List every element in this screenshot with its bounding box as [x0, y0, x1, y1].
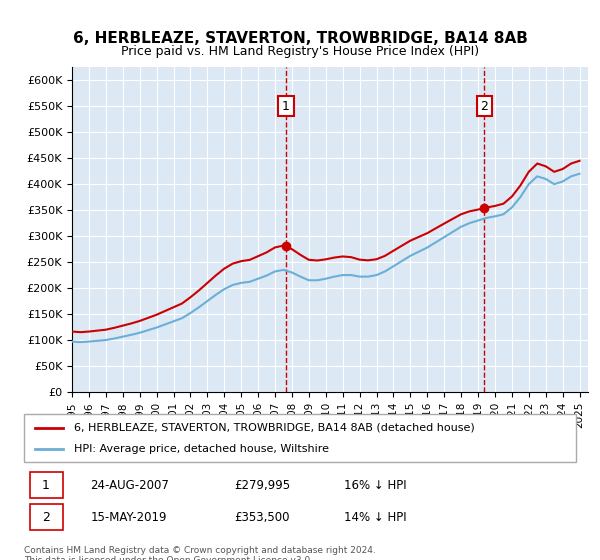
Text: 1: 1 [282, 100, 290, 113]
FancyBboxPatch shape [29, 472, 62, 498]
Text: Contains HM Land Registry data © Crown copyright and database right 2024.
This d: Contains HM Land Registry data © Crown c… [24, 546, 376, 560]
Text: 2: 2 [481, 100, 488, 113]
Text: 6, HERBLEAZE, STAVERTON, TROWBRIDGE, BA14 8AB (detached house): 6, HERBLEAZE, STAVERTON, TROWBRIDGE, BA1… [74, 423, 475, 433]
FancyBboxPatch shape [24, 414, 576, 462]
Text: £353,500: £353,500 [234, 511, 289, 524]
Text: HPI: Average price, detached house, Wiltshire: HPI: Average price, detached house, Wilt… [74, 444, 329, 454]
Text: 1: 1 [42, 479, 50, 492]
Text: Price paid vs. HM Land Registry's House Price Index (HPI): Price paid vs. HM Land Registry's House … [121, 45, 479, 58]
Text: 14% ↓ HPI: 14% ↓ HPI [344, 511, 407, 524]
Text: 15-MAY-2019: 15-MAY-2019 [90, 511, 167, 524]
Text: 2: 2 [42, 511, 50, 524]
FancyBboxPatch shape [29, 504, 62, 530]
Text: 24-AUG-2007: 24-AUG-2007 [90, 479, 169, 492]
Text: 16% ↓ HPI: 16% ↓ HPI [344, 479, 407, 492]
Text: 6, HERBLEAZE, STAVERTON, TROWBRIDGE, BA14 8AB: 6, HERBLEAZE, STAVERTON, TROWBRIDGE, BA1… [73, 31, 527, 46]
Text: £279,995: £279,995 [234, 479, 290, 492]
